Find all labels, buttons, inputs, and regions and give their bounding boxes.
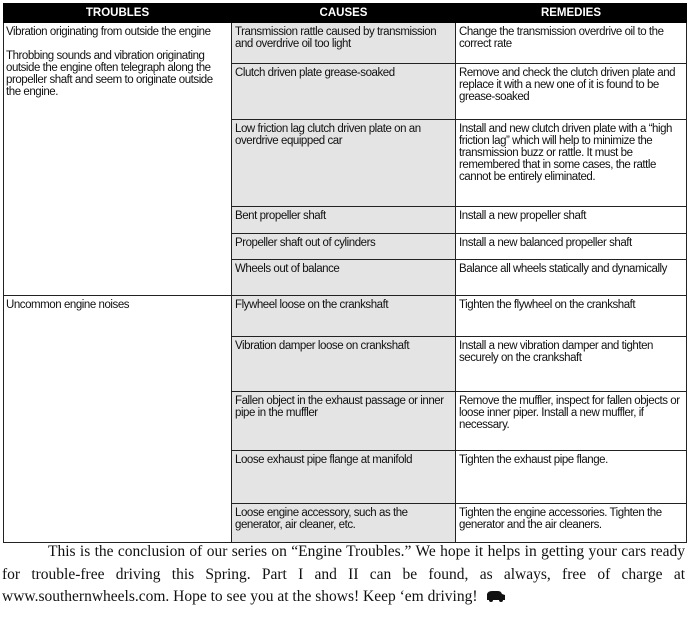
trouble-cell: Uncommon engine noises bbox=[3, 295, 232, 543]
conclusion-text: This is the conclusion of our series on … bbox=[2, 543, 685, 605]
table-row: Clutch driven plate grease-soaked Remove … bbox=[4, 63, 687, 120]
trouble-text: Vibration originating from outside the e… bbox=[6, 26, 211, 38]
remedy-cell: Install and new clutch driven plate with… bbox=[455, 119, 687, 207]
cause-cell: Low friction lag clutch driven plate on … bbox=[231, 119, 456, 207]
table-row: Fallen object in the exhaust passage or … bbox=[4, 391, 687, 451]
cause-cell: Bent propeller shaft bbox=[231, 206, 456, 234]
cause-cell: Clutch driven plate grease-soaked bbox=[231, 63, 456, 120]
remedy-cell: Install a new vibration damper and tight… bbox=[455, 336, 687, 392]
remedy-cell: Install a new propeller shaft bbox=[455, 206, 687, 234]
remedy-cell: Tighten the engine accessories. Tighten … bbox=[455, 503, 687, 543]
table-row: Loose exhaust pipe flange at manifold Tig… bbox=[4, 450, 687, 504]
remedy-cell: Balance all wheels statically and dynami… bbox=[455, 259, 687, 296]
cause-cell: Loose exhaust pipe flange at manifold bbox=[231, 450, 456, 504]
conclusion-paragraph: This is the conclusion of our series on … bbox=[2, 541, 685, 609]
troubleshooting-table: TROUBLES CAUSES REMEDIES Vibration origi… bbox=[3, 3, 687, 543]
header-remedies: REMEDIES bbox=[455, 3, 687, 23]
table-row: Uncommon engine noises Flywheel loose on … bbox=[3, 295, 687, 543]
trouble-text: Throbbing sounds and vibration originati… bbox=[6, 50, 213, 98]
table-row: Vibration originating from outside the e… bbox=[3, 22, 687, 296]
cause-cell: Propeller shaft out of cylinders bbox=[231, 233, 456, 260]
trouble-cell: Vibration originating from outside the e… bbox=[3, 22, 232, 296]
trouble-text: Uncommon engine noises bbox=[6, 299, 130, 311]
header-troubles: TROUBLES bbox=[3, 3, 232, 23]
header-row: TROUBLES CAUSES REMEDIES bbox=[3, 3, 687, 23]
remedy-cell: Remove and check the clutch driven plate… bbox=[455, 63, 687, 120]
remedy-cell: Tighten the flywheel on the crankshaft bbox=[455, 295, 687, 337]
header-causes: CAUSES bbox=[231, 3, 456, 23]
car-icon bbox=[486, 591, 505, 602]
table-row: Vibration damper loose on crankshaft Inst… bbox=[4, 336, 687, 392]
table-row: Bent propeller shaft Install a new propel… bbox=[4, 206, 687, 234]
remedy-cell: Remove the muffler, inspect for fallen o… bbox=[455, 391, 687, 451]
remedy-cell: Tighten the exhaust pipe flange. bbox=[455, 450, 687, 504]
cause-cell: Wheels out of balance bbox=[231, 259, 456, 296]
table-body: Vibration originating from outside the e… bbox=[3, 22, 687, 543]
table-row: Propeller shaft out of cylinders Install … bbox=[4, 233, 687, 260]
cause-cell: Loose engine accessory, such as the gene… bbox=[231, 503, 456, 543]
cause-cell: Vibration damper loose on crankshaft bbox=[231, 336, 456, 392]
table-row: Wheels out of balance Balance all wheels … bbox=[4, 259, 687, 296]
cause-cell: Transmission rattle caused by transmissi… bbox=[231, 22, 456, 64]
table-row: Loose engine accessory, such as the gene… bbox=[4, 503, 687, 543]
cause-cell: Flywheel loose on the crankshaft bbox=[231, 295, 456, 337]
cause-cell: Fallen object in the exhaust passage or … bbox=[231, 391, 456, 451]
table-row: Low friction lag clutch driven plate on … bbox=[4, 119, 687, 207]
remedy-cell: Change the transmission overdrive oil to… bbox=[455, 22, 687, 64]
remedy-cell: Install a new balanced propeller shaft bbox=[455, 233, 687, 260]
